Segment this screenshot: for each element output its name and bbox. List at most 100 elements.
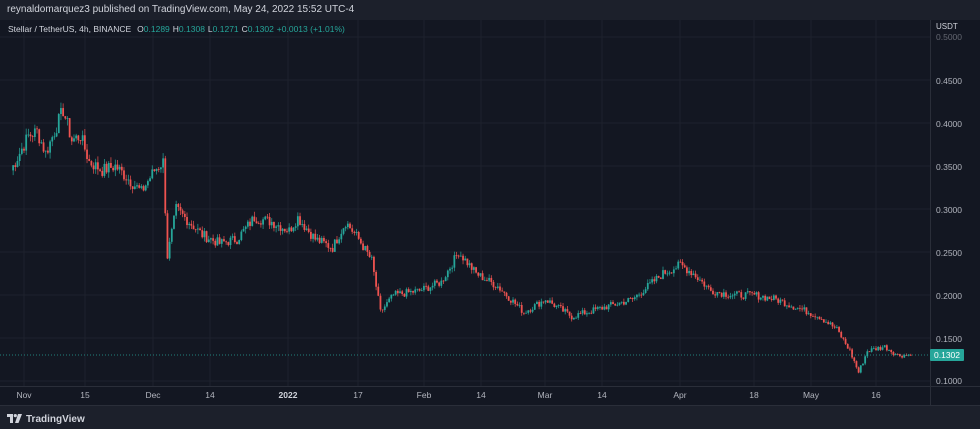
- candle-body: [175, 204, 178, 216]
- candle-body: [840, 331, 843, 338]
- candle-body: [292, 227, 295, 232]
- candle-body: [859, 365, 862, 373]
- candle-body: [114, 164, 117, 171]
- candle-body: [138, 185, 141, 188]
- candle-body: [646, 282, 649, 290]
- candle-body: [14, 165, 17, 167]
- grid-lines: [0, 20, 930, 386]
- candle-body: [540, 301, 543, 307]
- candle-body: [659, 277, 662, 279]
- candle-body: [183, 213, 186, 217]
- candle-body: [744, 292, 747, 299]
- low-label: L: [207, 24, 213, 34]
- candle-body: [690, 270, 693, 276]
- candle-body: [751, 292, 754, 294]
- candle-body: [892, 352, 895, 355]
- tradingview-logo[interactable]: TradingView: [7, 412, 85, 426]
- candle-body: [47, 150, 49, 153]
- candle-body: [629, 298, 632, 299]
- candle-body: [879, 346, 882, 350]
- candlestick-chart[interactable]: [0, 20, 930, 386]
- y-tick-label: 0.3000: [936, 205, 962, 215]
- candle-body: [714, 294, 717, 296]
- candle-body: [575, 317, 577, 319]
- candle-body: [909, 354, 912, 356]
- candle-body: [749, 291, 751, 293]
- candle-body: [266, 216, 269, 218]
- candle-body: [727, 296, 730, 298]
- candle-body: [851, 349, 853, 358]
- candle-body: [164, 158, 167, 214]
- candle-body: [772, 295, 775, 300]
- candle-body: [92, 165, 95, 170]
- candle-body: [309, 231, 312, 239]
- axis-corner: [930, 386, 980, 406]
- candle-body: [270, 221, 273, 226]
- candle-body: [283, 228, 286, 232]
- candle-body: [755, 292, 758, 295]
- candle-body: [168, 241, 171, 259]
- candle-body: [492, 281, 495, 288]
- candle-body: [477, 272, 480, 276]
- footer-bar: TradingView: [0, 405, 980, 429]
- candle-body: [327, 243, 330, 248]
- candle-body: [299, 216, 301, 225]
- candle-body: [514, 299, 517, 304]
- candle-body: [670, 272, 673, 274]
- candle-body: [857, 367, 860, 373]
- candle-body: [199, 228, 201, 231]
- candle-body: [151, 169, 154, 179]
- candle-body: [729, 296, 732, 298]
- candle-body: [210, 238, 212, 240]
- candle-body: [112, 167, 115, 171]
- candle-body: [220, 239, 223, 244]
- candle-body: [38, 129, 41, 144]
- candle-body: [638, 294, 640, 296]
- x-tick-label: Dec: [145, 390, 161, 400]
- candle-body: [64, 116, 67, 119]
- candles: [12, 102, 912, 374]
- candle-body: [388, 298, 391, 303]
- candle-body: [599, 307, 601, 308]
- x-tick-label: 16: [871, 390, 881, 400]
- candle-body: [190, 223, 193, 226]
- time-axis[interactable]: [0, 386, 930, 406]
- candle-body: [536, 301, 538, 305]
- candle-body: [662, 270, 664, 279]
- candle-body: [301, 224, 304, 225]
- candle-body: [594, 307, 597, 309]
- candle-body: [829, 322, 832, 325]
- candle-body: [281, 228, 284, 231]
- candle-body: [733, 293, 736, 296]
- candle-body: [110, 162, 112, 168]
- candle-body: [901, 356, 903, 358]
- candle-body: [288, 227, 291, 232]
- candle-body: [155, 168, 158, 171]
- chart-pane[interactable]: [0, 20, 930, 386]
- candle-body: [888, 350, 890, 351]
- candle-body: [657, 275, 660, 278]
- candle-body: [722, 292, 725, 297]
- price-axis[interactable]: [930, 20, 980, 386]
- candle-body: [340, 233, 343, 240]
- candle-body: [160, 167, 162, 170]
- candle-body: [844, 338, 847, 344]
- candle-body: [488, 277, 491, 281]
- candle-body: [779, 299, 782, 303]
- tradingview-logo-text: TradingView: [26, 413, 85, 425]
- candle-body: [542, 301, 545, 303]
- candle-body: [501, 290, 504, 292]
- candle-body: [881, 347, 884, 350]
- candle-body: [688, 270, 690, 274]
- candle-body: [775, 295, 777, 299]
- candle-body: [475, 267, 477, 273]
- candle-body: [672, 269, 675, 274]
- candle-body: [473, 267, 475, 270]
- candle-body: [51, 137, 54, 142]
- candle-body: [86, 149, 88, 160]
- candle-body: [903, 355, 906, 358]
- candle-body: [453, 255, 456, 268]
- candle-body: [807, 313, 810, 315]
- candle-body: [225, 241, 228, 243]
- candle-body: [579, 313, 582, 314]
